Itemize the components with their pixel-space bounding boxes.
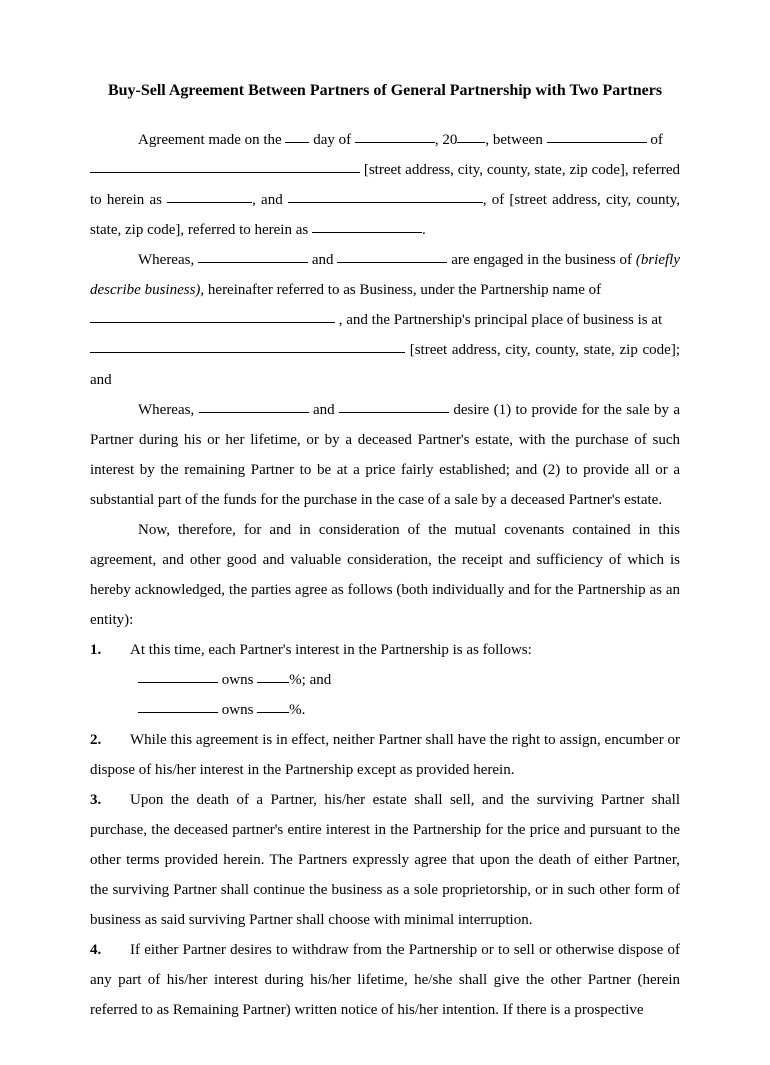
text: Whereas, [138,402,199,418]
text: , between [485,132,546,148]
blank-pct2[interactable] [257,697,289,713]
clause-3: 3.Upon the death of a Partner, his/her e… [90,785,680,935]
text: If either Partner desires to withdraw fr… [90,942,680,1018]
whereas-2: Whereas, and desire (1) to provide for t… [90,395,680,515]
text: , and the Partnership's principal place … [335,312,662,328]
blank-owner2[interactable] [138,697,218,713]
blank-w2a[interactable] [199,397,309,413]
document-title: Buy-Sell Agreement Between Partners of G… [90,75,680,107]
text: are engaged in the business of [447,252,635,268]
now-therefore: Now, therefore, for and in consideration… [90,515,680,635]
text: owns [218,702,257,718]
blank-paddr[interactable] [90,337,405,353]
document-page: Buy-Sell Agreement Between Partners of G… [0,0,770,1065]
text: and [308,252,337,268]
blank-address1[interactable] [90,157,360,173]
whereas-1-cont: , and the Partnership's principal place … [90,305,680,335]
blank-owner1[interactable] [138,667,218,683]
blank-pname[interactable] [90,307,335,323]
text: day of [309,132,354,148]
text: . [422,222,426,238]
text: owns [218,672,257,688]
blank-w1a[interactable] [198,247,308,263]
blank-alias2[interactable] [312,217,422,233]
text: and [309,402,339,418]
text: At this time, each Partner's interest in… [130,642,532,658]
whereas-1: Whereas, and are engaged in the business… [90,245,680,305]
clause-1-line1: owns %; and [138,665,680,695]
clause-num: 2. [90,725,130,755]
opening-paragraph: Agreement made on the day of , 20 , betwe… [90,125,680,155]
clause-num: 3. [90,785,130,815]
clause-num: 4. [90,935,130,965]
blank-year[interactable] [457,127,485,143]
blank-w2b[interactable] [339,397,449,413]
text: Whereas, [138,252,198,268]
blank-party1[interactable] [547,127,647,143]
clause-4: 4.If either Partner desires to withdraw … [90,935,680,1025]
whereas-1-cont2: [street address, city, county, state, zi… [90,335,680,395]
blank-alias1[interactable] [167,187,252,203]
blank-w1b[interactable] [337,247,447,263]
text: While this agreement is in effect, neith… [90,732,680,778]
text: of [647,132,663,148]
blank-month[interactable] [355,127,435,143]
text: , and [252,192,288,208]
text: %. [289,702,305,718]
text: %; and [289,672,331,688]
text: Agreement made on the [138,132,285,148]
blank-pct1[interactable] [257,667,289,683]
opening-paragraph-cont: [street address, city, county, state, zi… [90,155,680,245]
clause-1: 1.At this time, each Partner's interest … [90,635,680,665]
blank-party2[interactable] [288,187,483,203]
clause-1-line2: owns %. [138,695,680,725]
blank-day[interactable] [285,127,309,143]
text: , 20 [435,132,458,148]
clause-num: 1. [90,635,130,665]
text: hereinafter referred to as Business, und… [204,282,601,298]
clause-2: 2.While this agreement is in effect, nei… [90,725,680,785]
text: Upon the death of a Partner, his/her est… [90,792,680,928]
